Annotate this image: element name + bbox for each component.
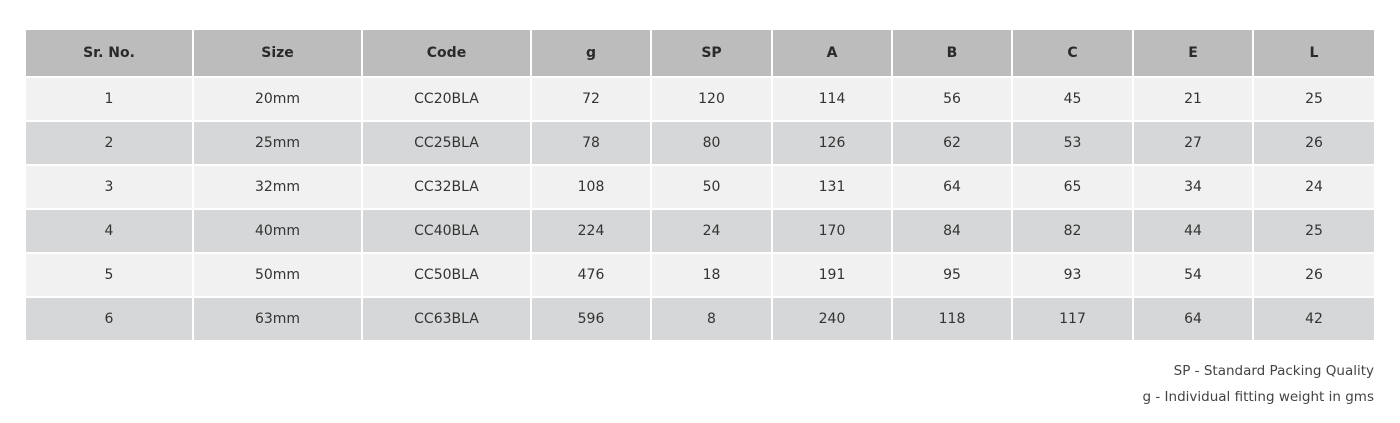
table-cell: 6 (24, 296, 194, 342)
table-row: 3 32mm CC32BLA 108 50 131 64 65 34 24 (24, 164, 1376, 210)
table-cell: 20mm (192, 76, 363, 122)
table-cell: 108 (530, 164, 652, 210)
table-row: 2 25mm CC25BLA 78 80 126 62 53 27 26 (24, 120, 1376, 166)
table-cell: 114 (771, 76, 893, 122)
table-cell: 117 (1011, 296, 1134, 342)
column-header: B (891, 28, 1013, 78)
table-cell: 78 (530, 120, 652, 166)
table-cell: 2 (24, 120, 194, 166)
table-cell: CC32BLA (361, 164, 532, 210)
table-cell: 4 (24, 208, 194, 254)
table-cell: 44 (1132, 208, 1254, 254)
table-cell: 120 (650, 76, 773, 122)
table-cell: 1 (24, 76, 194, 122)
table-cell: 72 (530, 76, 652, 122)
table-cell: 240 (771, 296, 893, 342)
table-cell: 84 (891, 208, 1013, 254)
table-cell: CC20BLA (361, 76, 532, 122)
table-cell: 26 (1252, 252, 1376, 298)
table-cell: 21 (1132, 76, 1254, 122)
table-cell: 63mm (192, 296, 363, 342)
table-row: 1 20mm CC20BLA 72 120 114 56 45 21 25 (24, 76, 1376, 122)
column-header: C (1011, 28, 1134, 78)
table-cell: 82 (1011, 208, 1134, 254)
table-cell: 25mm (192, 120, 363, 166)
table-cell: 191 (771, 252, 893, 298)
table-cell: 62 (891, 120, 1013, 166)
table-cell: 65 (1011, 164, 1134, 210)
table-row: 5 50mm CC50BLA 476 18 191 95 93 54 26 (24, 252, 1376, 298)
column-header: Code (361, 28, 532, 78)
table-cell: 3 (24, 164, 194, 210)
table-cell: 32mm (192, 164, 363, 210)
table-cell: 42 (1252, 296, 1376, 342)
table-cell: 56 (891, 76, 1013, 122)
footnote: SP - Standard Packing Quality (1173, 363, 1374, 379)
table-cell: 50 (650, 164, 773, 210)
table-cell: 8 (650, 296, 773, 342)
column-header: SP (650, 28, 773, 78)
spec-table: Sr. No. Size Code g SP A B C E L 1 20mm CC20BLA 72 12… (24, 28, 1376, 342)
column-header: E (1132, 28, 1254, 78)
table-cell: 5 (24, 252, 194, 298)
table-cell: 34 (1132, 164, 1254, 210)
table-cell: CC63BLA (361, 296, 532, 342)
table-cell: 26 (1252, 120, 1376, 166)
table-row: 4 40mm CC40BLA 224 24 170 84 82 44 25 (24, 208, 1376, 254)
column-header: L (1252, 28, 1376, 78)
table-cell: CC25BLA (361, 120, 532, 166)
table-row: 6 63mm CC63BLA 596 8 240 118 117 64 42 (24, 296, 1376, 342)
table-body: 1 20mm CC20BLA 72 120 114 56 45 21 25 2 25mm CC25BLA… (24, 76, 1376, 342)
table-cell: 50mm (192, 252, 363, 298)
table-cell: CC40BLA (361, 208, 532, 254)
table-cell: 45 (1011, 76, 1134, 122)
table-cell: 596 (530, 296, 652, 342)
header-row: Sr. No. Size Code g SP A B C E L (24, 28, 1376, 78)
table-cell: 170 (771, 208, 893, 254)
table-cell: 95 (891, 252, 1013, 298)
table-cell: 27 (1132, 120, 1254, 166)
column-header: Sr. No. (24, 28, 194, 78)
column-header: A (771, 28, 893, 78)
column-header: Size (192, 28, 363, 78)
table-cell: 93 (1011, 252, 1134, 298)
table-cell: 118 (891, 296, 1013, 342)
table-cell: 476 (530, 252, 652, 298)
table-cell: 18 (650, 252, 773, 298)
table-cell: CC50BLA (361, 252, 532, 298)
footnote: g - Individual fitting weight in gms (1142, 389, 1374, 405)
table-cell: 40mm (192, 208, 363, 254)
table-cell: 25 (1252, 208, 1376, 254)
table-cell: 80 (650, 120, 773, 166)
table-cell: 25 (1252, 76, 1376, 122)
column-header: g (530, 28, 652, 78)
table-cell: 54 (1132, 252, 1254, 298)
table-cell: 24 (1252, 164, 1376, 210)
table-cell: 126 (771, 120, 893, 166)
table-cell: 131 (771, 164, 893, 210)
table-cell: 64 (1132, 296, 1254, 342)
table-cell: 53 (1011, 120, 1134, 166)
table-cell: 224 (530, 208, 652, 254)
table-cell: 64 (891, 164, 1013, 210)
table-cell: 24 (650, 208, 773, 254)
